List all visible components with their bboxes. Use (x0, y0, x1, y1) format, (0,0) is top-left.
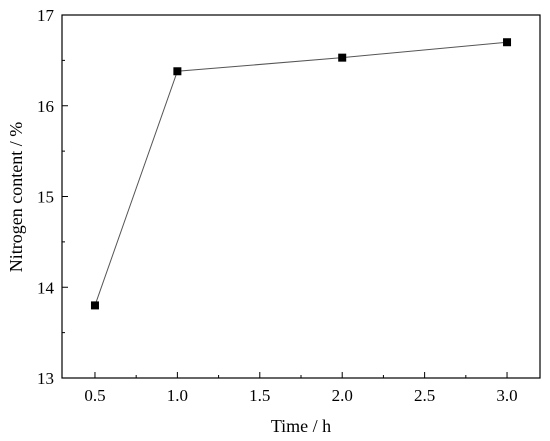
data-point (173, 67, 182, 76)
y-tick-labels: 13 14 15 16 17 (37, 6, 55, 388)
data-markers (90, 38, 512, 310)
x-tick-label: 1.0 (167, 386, 188, 405)
data-point (503, 38, 512, 47)
x-tick-labels: 0.5 1.0 1.5 2.0 2.5 3.0 (84, 386, 517, 405)
y-tick-label: 15 (37, 188, 54, 207)
x-tick-label: 1.5 (249, 386, 270, 405)
x-tick-label: 2.5 (414, 386, 435, 405)
data-point (338, 53, 347, 62)
x-axis-title: Time / h (271, 416, 331, 436)
series-line (94, 41, 508, 306)
y-tick-label: 14 (37, 278, 55, 297)
x-tick-label: 2.0 (332, 386, 353, 405)
x-tick-label: 3.0 (496, 386, 517, 405)
x-tick-label: 0.5 (84, 386, 105, 405)
plot-area (61, 14, 541, 379)
data-point (90, 301, 99, 310)
y-tick-label: 13 (37, 369, 54, 388)
axis-ticks (62, 14, 508, 379)
y-axis-title: Nitrogen content / % (6, 122, 26, 272)
y-tick-label: 17 (37, 6, 55, 25)
y-tick-label: 16 (37, 97, 54, 116)
